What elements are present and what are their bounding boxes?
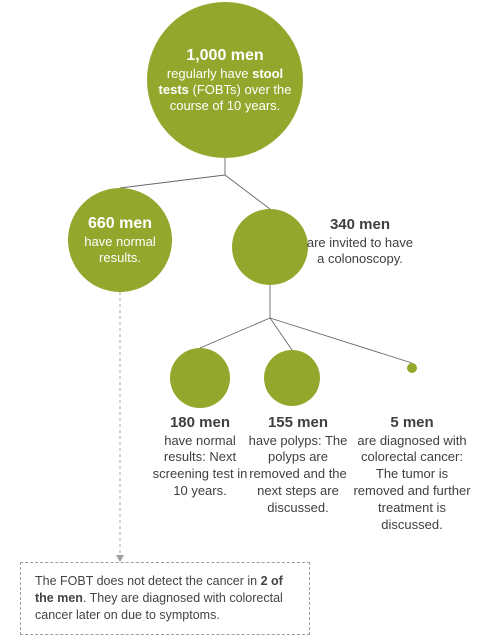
root-count: 1,000 men — [155, 46, 295, 66]
right-label: 340 men are invited to have a colonoscop… — [305, 215, 415, 268]
root-line: regularly have stool tests (FOBTs) over … — [159, 66, 292, 114]
left-count: 660 men — [76, 214, 164, 234]
child1-label: 180 men have normal results: Next screen… — [150, 413, 250, 500]
child2-count: 155 men — [242, 413, 354, 433]
left-node-text: 660 men have normal results. — [68, 206, 172, 275]
child1-node — [170, 348, 230, 408]
root-node: 1,000 men regularly have stool tests (FO… — [147, 2, 303, 158]
footnote-box: The FOBT does not detect the cancer in 2… — [20, 562, 310, 635]
child1-text: have normal results: Next screening test… — [153, 433, 248, 499]
child3-label: 5 men are diagnosed with colorectal canc… — [353, 413, 471, 534]
child2-node — [264, 350, 320, 406]
right-text: are invited to have a colonoscopy. — [307, 235, 413, 267]
child2-text: have polyps: The polyps are removed and … — [249, 433, 348, 516]
left-line: have normal results. — [84, 234, 156, 265]
child1-count: 180 men — [150, 413, 250, 433]
right-count: 340 men — [305, 215, 415, 235]
child3-count: 5 men — [353, 413, 471, 433]
left-node: 660 men have normal results. — [68, 188, 172, 292]
right-node — [232, 209, 308, 285]
root-node-text: 1,000 men regularly have stool tests (FO… — [147, 38, 303, 123]
child3-text: are diagnosed with colorectal cancer: Th… — [353, 433, 470, 532]
child2-label: 155 men have polyps: The polyps are remo… — [242, 413, 354, 517]
child3-node — [407, 363, 417, 373]
